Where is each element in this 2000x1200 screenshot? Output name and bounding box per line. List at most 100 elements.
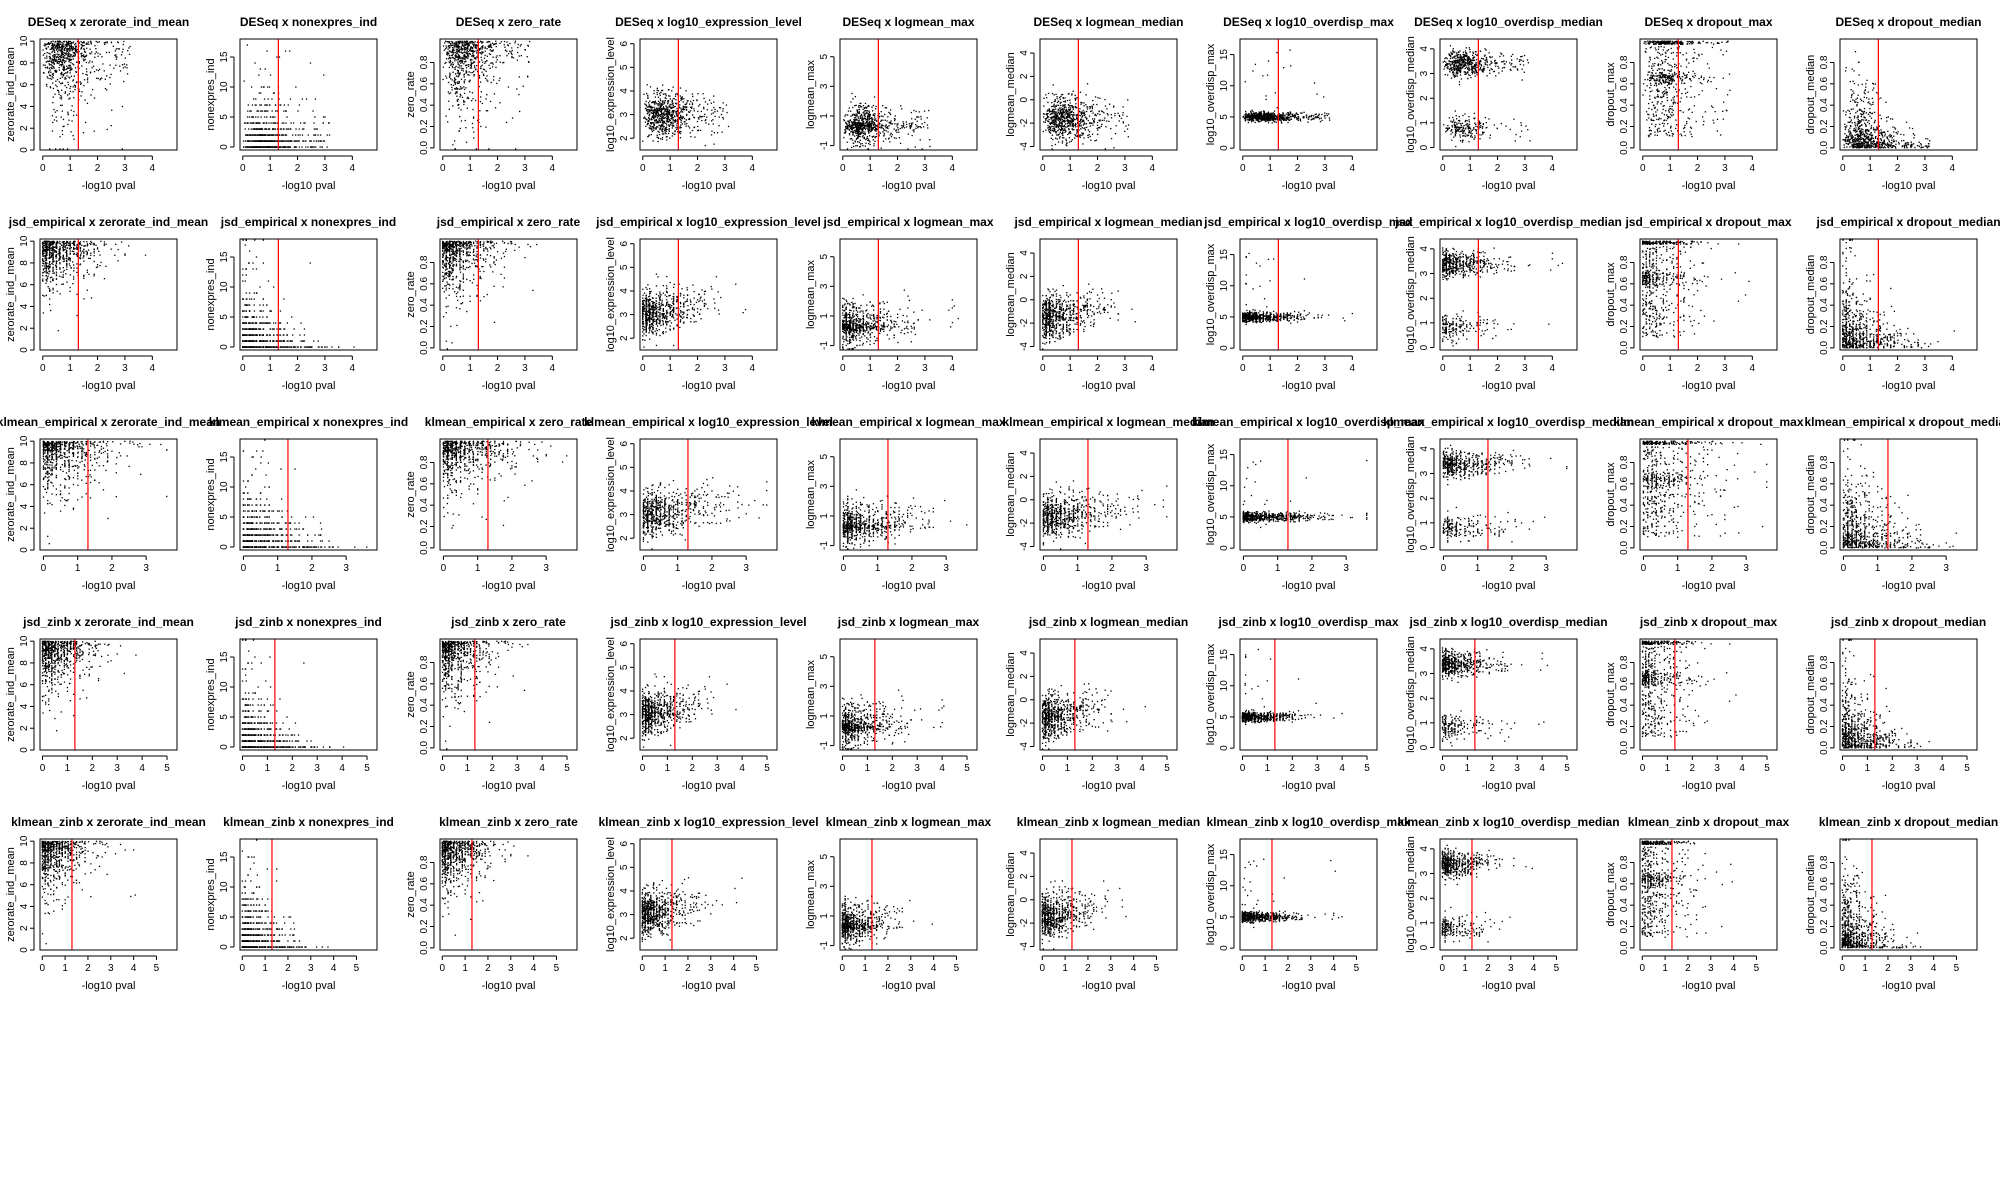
data-point: [676, 115, 678, 117]
data-point: [1051, 145, 1053, 147]
data-point: [1260, 112, 1262, 115]
data-point: [69, 65, 71, 67]
data-point: [859, 133, 861, 135]
data-point: [55, 80, 57, 82]
data-point: [260, 128, 262, 130]
data-point: [58, 48, 60, 50]
data-point: [868, 114, 870, 116]
data-point: [854, 141, 856, 143]
data-point: [1089, 125, 1091, 127]
data-point: [1059, 119, 1062, 121]
data-point: [1060, 121, 1063, 123]
data-point: [853, 131, 855, 134]
data-point: [464, 51, 466, 53]
data-point: [463, 51, 465, 54]
data-point: [292, 134, 294, 136]
data-point: [496, 82, 498, 85]
data-point: [468, 44, 470, 47]
data-point: [683, 109, 685, 111]
scatter-points: [1242, 49, 1331, 124]
data-point: [662, 124, 664, 126]
data-point: [890, 136, 893, 138]
data-point: [318, 140, 320, 142]
data-point: [73, 97, 75, 99]
data-point: [270, 140, 272, 142]
data-point: [657, 100, 660, 102]
data-point: [69, 87, 71, 90]
data-point: [1056, 101, 1059, 104]
data-point: [1058, 128, 1060, 130]
data-point: [866, 121, 869, 123]
data-point: [872, 123, 874, 125]
data-point: [110, 73, 112, 75]
data-point: [74, 54, 76, 56]
data-point: [1052, 109, 1054, 111]
data-point: [89, 60, 91, 62]
data-point: [1075, 114, 1077, 116]
data-point: [265, 128, 268, 130]
data-point: [894, 119, 896, 122]
data-point: [60, 50, 62, 52]
data-point: [258, 92, 260, 94]
data-point: [1267, 114, 1269, 116]
data-point: [867, 116, 869, 118]
data-point: [66, 53, 68, 55]
data-point: [450, 64, 452, 66]
data-point: [58, 49, 60, 51]
data-point: [1108, 120, 1110, 122]
data-point: [290, 128, 292, 130]
data-point: [890, 120, 892, 122]
data-point: [90, 53, 92, 55]
data-point: [53, 57, 56, 60]
data-point: [1106, 120, 1108, 122]
y-tick-label: 10: [19, 35, 30, 47]
data-point: [1262, 75, 1264, 77]
data-point: [468, 51, 470, 53]
data-point: [267, 140, 269, 142]
data-point: [705, 119, 707, 121]
data-point: [1060, 117, 1062, 120]
data-point: [466, 49, 468, 51]
data-point: [451, 50, 453, 52]
data-point: [448, 76, 451, 78]
data-point: [463, 73, 465, 75]
data-point: [60, 116, 62, 118]
data-point: [295, 146, 298, 148]
data-point: [680, 111, 682, 113]
data-point: [49, 69, 51, 71]
data-point: [458, 48, 460, 50]
data-point: [1063, 112, 1065, 114]
data-point: [477, 119, 479, 122]
data-point: [56, 56, 58, 58]
data-point: [474, 66, 476, 69]
data-point: [1321, 113, 1323, 116]
data-point: [1126, 115, 1128, 118]
data-point: [129, 45, 131, 48]
data-point: [668, 114, 670, 116]
data-point: [1045, 118, 1047, 120]
data-point: [868, 116, 871, 118]
data-point: [855, 119, 857, 121]
data-point: [274, 128, 277, 130]
data-point: [855, 115, 857, 117]
data-point: [701, 119, 703, 122]
data-point: [1276, 52, 1278, 54]
data-point: [1082, 120, 1084, 123]
data-point: [466, 47, 469, 49]
data-point: [471, 41, 473, 43]
data-point: [859, 105, 861, 107]
data-point: [518, 93, 520, 96]
data-point: [256, 128, 259, 130]
data-point: [465, 67, 468, 69]
data-point: [500, 41, 503, 43]
data-point: [1057, 100, 1060, 103]
data-point: [861, 122, 863, 124]
data-point: [646, 113, 648, 115]
data-point: [670, 107, 672, 109]
data-point: [1088, 134, 1090, 136]
data-point: [101, 56, 103, 58]
data-point: [268, 122, 270, 124]
data-point: [56, 46, 58, 48]
data-point: [67, 55, 69, 57]
